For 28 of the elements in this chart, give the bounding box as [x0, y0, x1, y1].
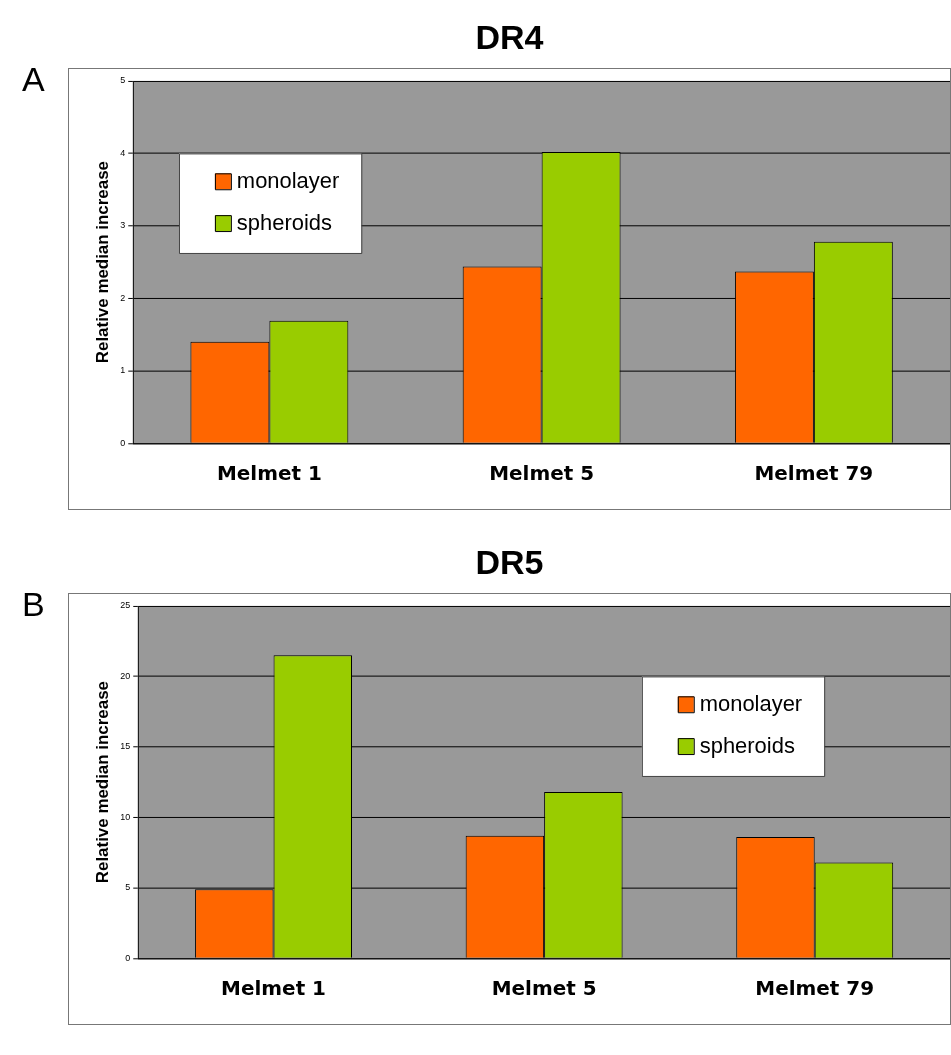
text: B — [22, 585, 45, 624]
x-tick-label: Melmet 5 — [491, 977, 597, 1001]
y-tick-label: 0 — [120, 437, 126, 448]
legend-label: spheroids — [699, 733, 795, 759]
y-tick-label: 3 — [120, 220, 126, 231]
legend-label: monolayer — [699, 691, 803, 717]
x-tick-label: Melmet 5 — [489, 462, 595, 486]
chart-title: DR5 — [474, 543, 545, 582]
y-axis-title: Relative median increase — [92, 161, 112, 364]
chart-title: DR4 — [474, 18, 545, 57]
legend-label: spheroids — [236, 210, 332, 236]
y-tick-label: 2 — [120, 292, 126, 303]
x-tick-label: Melmet 1 — [221, 977, 326, 1001]
y-tick-label: 5 — [125, 882, 131, 893]
y-tick-label: 0 — [125, 952, 131, 963]
text: A — [22, 60, 45, 99]
x-tick-label: Melmet 79 — [754, 462, 874, 486]
y-tick-label: 1 — [120, 365, 126, 376]
y-tick-label: 20 — [120, 670, 131, 681]
y-axis-title: Relative median increase — [92, 681, 112, 884]
x-tick-label: Melmet 1 — [216, 462, 322, 486]
y-tick-label: 15 — [120, 741, 131, 752]
legend-label: monolayer — [236, 168, 340, 194]
y-tick-label: 25 — [120, 600, 131, 611]
y-tick-label: 10 — [120, 811, 131, 822]
y-tick-label: 5 — [120, 75, 126, 86]
y-tick-label: 4 — [120, 147, 126, 158]
x-tick-label: Melmet 79 — [755, 977, 875, 1001]
